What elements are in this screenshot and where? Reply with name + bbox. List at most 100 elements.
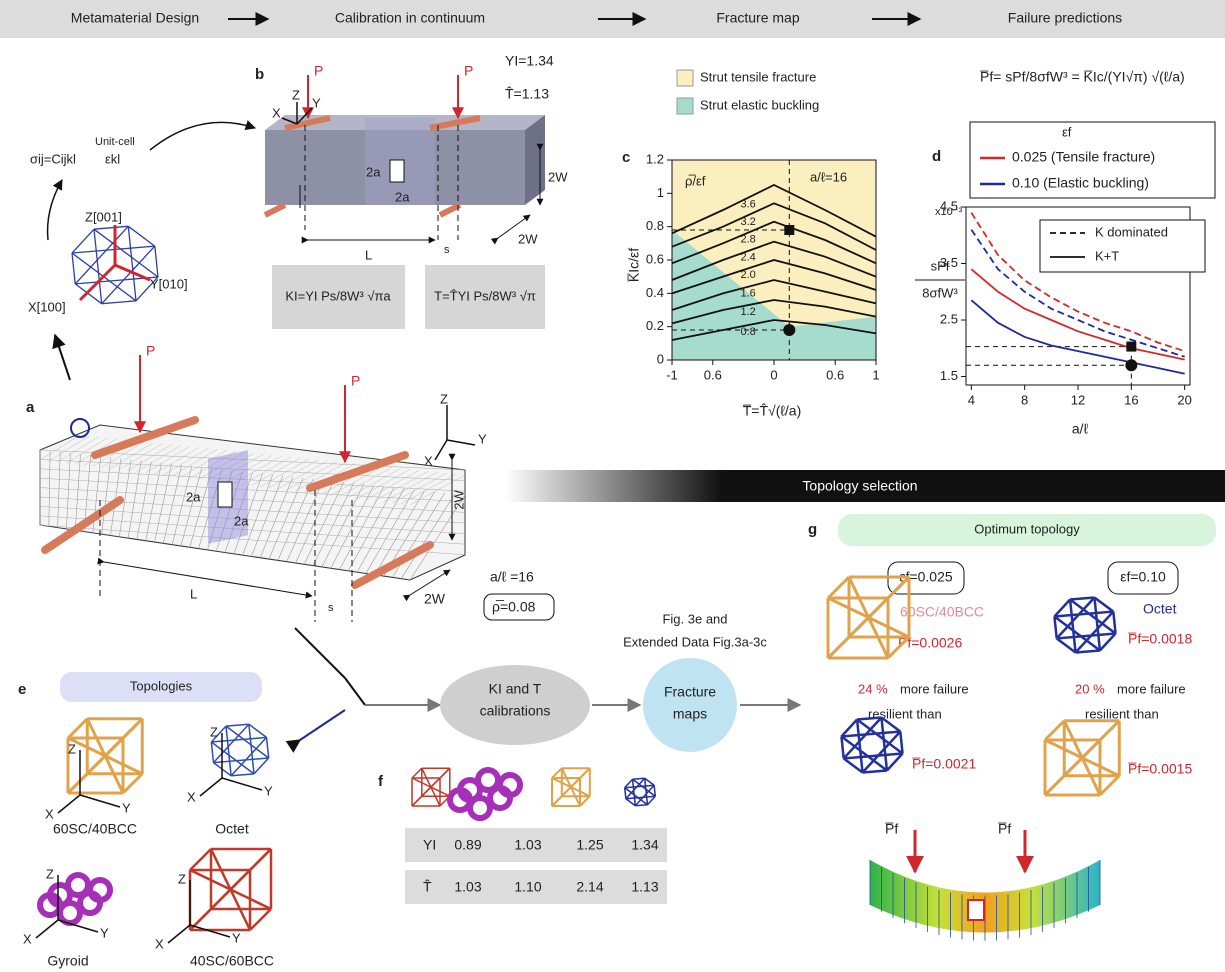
table-cell: 1.13	[631, 879, 658, 895]
strut	[267, 737, 269, 758]
load-label: P	[146, 343, 155, 359]
compare-load: P̅f=0.0015	[1127, 761, 1192, 777]
dim-label: 2W	[424, 591, 446, 607]
strut	[849, 577, 888, 658]
axis-label: Z	[178, 871, 186, 886]
note: more failure	[900, 681, 969, 696]
strut	[645, 778, 654, 785]
annotation: a/ℓ=16	[810, 169, 847, 184]
y-tick-label: 0.4	[646, 285, 664, 300]
strut	[841, 732, 900, 737]
strut	[211, 849, 250, 930]
strut	[87, 719, 123, 793]
strut	[1045, 721, 1064, 740]
contour-label: 0.8	[741, 326, 756, 338]
dim-label: s	[328, 602, 334, 614]
crack-label: 2a	[366, 164, 381, 179]
step: Failure predictions	[1008, 10, 1122, 26]
strut	[552, 768, 562, 778]
axis	[435, 440, 447, 460]
dim-label: s	[444, 244, 450, 256]
crack-label: 2a	[234, 513, 249, 528]
formula: T=T̂YI Ps/8W³ √π	[434, 288, 536, 303]
contour-label: 1.2	[741, 306, 756, 318]
legend-label: 0.025 (Tensile fracture)	[1012, 149, 1155, 165]
improvement: 20 %	[1075, 681, 1105, 696]
topology-name: Octet	[215, 821, 249, 837]
failure-prediction-chart: d481216201.52.53.54.5P̅f= sPf/8σfW³ = K̅…	[915, 69, 1215, 437]
strain: εf=0.10	[1120, 569, 1166, 585]
x-tick-label: 4	[968, 392, 975, 407]
strut	[128, 226, 155, 246]
marker	[783, 324, 795, 336]
legend-title: εf	[1062, 124, 1072, 139]
node-text: calibrations	[480, 703, 551, 719]
equation: εkl	[105, 151, 120, 166]
y-tick-label: 1.5	[940, 368, 958, 383]
legend-label: K dominated	[1095, 224, 1168, 239]
dim-label: 2W	[548, 169, 568, 184]
strut	[1094, 597, 1113, 611]
y-tick-label: 0	[657, 351, 664, 366]
crack	[218, 482, 232, 507]
flow-arrow	[55, 335, 70, 380]
legend-label: Strut tensile fracture	[700, 69, 816, 84]
axis	[80, 795, 120, 807]
strut	[844, 754, 903, 759]
merge-line	[295, 628, 345, 678]
legend-label: Strut elastic buckling	[700, 97, 819, 112]
panel-label: e	[18, 681, 26, 698]
dim-arrow	[104, 562, 312, 596]
axis-label: Y	[122, 800, 131, 815]
load-label: P̅f	[997, 821, 1011, 837]
axis-label: X	[45, 806, 54, 821]
strut	[1057, 634, 1116, 639]
reference: Extended Data Fig.3a-3c	[623, 634, 767, 649]
node-text: Fracture	[664, 684, 716, 700]
dim-label: L	[365, 247, 372, 262]
strut	[249, 724, 254, 774]
x-tick-label: 0.6	[704, 367, 722, 382]
strut	[863, 770, 887, 772]
reference: Fig. 3e and	[662, 611, 727, 626]
x-tick-label: 8	[1021, 392, 1028, 407]
step: Fracture map	[716, 10, 799, 26]
merge-line	[300, 710, 345, 740]
axis-label: Y[010]	[150, 276, 188, 291]
y-tick-label: 0.8	[646, 218, 664, 233]
flow-arrow	[48, 180, 62, 240]
axis-label: Z	[292, 87, 300, 102]
axis-label: Z	[440, 391, 448, 406]
axis-label: Y	[232, 930, 241, 945]
strut	[211, 742, 213, 763]
axis-label: Z[001]	[85, 209, 122, 224]
load: P̅f=0.0018	[1127, 631, 1192, 647]
x-axis-label: a/ℓ	[1072, 421, 1089, 437]
crack	[390, 160, 404, 182]
scale-label: x10⁻³	[935, 206, 963, 218]
axis-label: X	[23, 931, 32, 946]
x-tick-label: 20	[1177, 392, 1191, 407]
unit-cell	[72, 225, 158, 304]
strut	[254, 758, 269, 774]
topology-name: Gyroid	[47, 953, 88, 969]
gyroid-blob	[450, 790, 470, 810]
table-cell: 1.10	[514, 879, 541, 895]
axis-label: X	[187, 789, 196, 804]
flow-arrow	[150, 122, 255, 150]
strut	[633, 779, 636, 805]
topology-name: Octet	[1143, 601, 1177, 617]
x-tick-label: 0.6	[826, 367, 844, 382]
axis	[58, 795, 80, 813]
dim-label: 2W	[518, 231, 538, 246]
axis-label: X	[424, 453, 433, 468]
strut	[828, 577, 849, 598]
improvement: 24 %	[858, 681, 888, 696]
param: a/ℓ =16	[490, 569, 534, 585]
contour-label: 2.4	[741, 252, 756, 264]
note: resilient than	[1085, 706, 1159, 721]
param: YI=1.34	[505, 53, 554, 69]
gyroid-blob	[470, 798, 490, 818]
strut	[841, 736, 843, 758]
strut	[102, 301, 136, 304]
